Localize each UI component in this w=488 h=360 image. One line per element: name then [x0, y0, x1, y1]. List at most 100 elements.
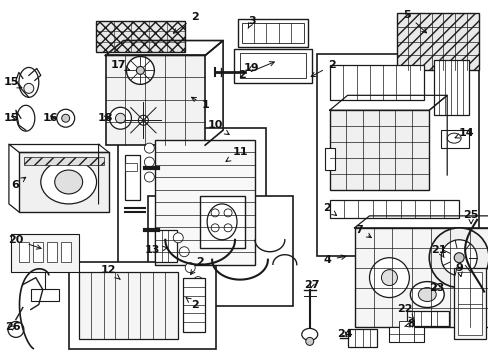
Text: 15: 15 — [3, 77, 22, 88]
Bar — [354, 228, 488, 328]
Bar — [125, 155, 140, 200]
Text: 16: 16 — [43, 113, 59, 123]
Bar — [407, 311, 448, 327]
Text: 2: 2 — [238, 62, 274, 80]
Ellipse shape — [428, 228, 488, 288]
Bar — [433, 60, 468, 115]
Bar — [347, 329, 377, 347]
Bar — [118, 128, 265, 276]
Ellipse shape — [173, 233, 183, 243]
Text: 26: 26 — [5, 323, 20, 332]
Text: 22: 22 — [396, 305, 413, 319]
Text: 25: 25 — [463, 210, 478, 224]
Ellipse shape — [126, 57, 154, 84]
Text: 23: 23 — [428, 283, 444, 293]
Text: 15: 15 — [3, 113, 19, 123]
Ellipse shape — [211, 224, 219, 232]
Bar — [155, 140, 254, 265]
Bar — [453, 268, 485, 339]
Bar — [61, 242, 71, 262]
Text: 10: 10 — [207, 120, 229, 135]
Ellipse shape — [440, 240, 476, 276]
Ellipse shape — [381, 270, 397, 285]
Text: 2: 2 — [190, 257, 203, 275]
Text: 8: 8 — [404, 319, 414, 329]
Bar — [238, 19, 307, 46]
Text: 18: 18 — [98, 113, 113, 123]
Ellipse shape — [144, 157, 154, 167]
Bar — [95, 21, 185, 53]
Text: 1: 1 — [191, 97, 208, 110]
Ellipse shape — [211, 209, 219, 217]
Text: 7: 7 — [355, 225, 370, 238]
Ellipse shape — [8, 321, 24, 337]
Bar — [329, 200, 458, 218]
Bar — [24, 157, 103, 165]
Ellipse shape — [447, 133, 460, 143]
Text: 2: 2 — [310, 60, 335, 77]
Ellipse shape — [243, 66, 256, 80]
Text: 17: 17 — [110, 60, 129, 71]
Bar — [329, 110, 428, 190]
Bar — [79, 272, 178, 339]
Ellipse shape — [144, 172, 154, 182]
Text: 24: 24 — [336, 329, 352, 339]
Ellipse shape — [17, 105, 35, 131]
Text: 13: 13 — [144, 245, 167, 255]
Ellipse shape — [462, 276, 478, 287]
Text: 2: 2 — [322, 203, 336, 216]
Bar — [19, 242, 29, 262]
Text: 14: 14 — [454, 128, 473, 138]
Ellipse shape — [301, 328, 317, 340]
Bar — [33, 242, 42, 262]
Bar — [183, 278, 205, 332]
Text: 4: 4 — [323, 255, 345, 265]
Ellipse shape — [185, 263, 195, 273]
Bar — [19, 152, 108, 212]
Ellipse shape — [453, 253, 463, 263]
Ellipse shape — [115, 113, 125, 123]
Bar — [155, 230, 177, 262]
Bar — [125, 163, 137, 171]
Bar — [457, 272, 481, 336]
Text: 11: 11 — [225, 147, 247, 162]
Ellipse shape — [55, 170, 82, 194]
Bar — [240, 54, 305, 78]
Bar — [397, 13, 478, 71]
Text: 6: 6 — [11, 177, 26, 190]
Ellipse shape — [57, 109, 75, 127]
Ellipse shape — [417, 288, 435, 302]
Ellipse shape — [24, 84, 34, 93]
Ellipse shape — [409, 282, 443, 307]
Ellipse shape — [207, 204, 237, 240]
Text: 5: 5 — [403, 10, 426, 33]
Bar — [31, 289, 59, 301]
Bar — [329, 66, 424, 100]
Bar — [316, 54, 478, 256]
Ellipse shape — [305, 337, 313, 345]
Ellipse shape — [136, 67, 144, 75]
Ellipse shape — [19, 67, 39, 97]
Text: 20: 20 — [8, 235, 41, 249]
Text: 12: 12 — [101, 265, 120, 279]
Bar — [148, 196, 292, 306]
Ellipse shape — [144, 143, 154, 153]
Ellipse shape — [138, 115, 148, 125]
Bar — [11, 234, 79, 272]
Bar — [242, 23, 303, 42]
Ellipse shape — [193, 276, 203, 287]
Text: 19: 19 — [244, 63, 259, 73]
Bar — [105, 55, 205, 145]
Bar — [200, 196, 244, 248]
Bar — [47, 242, 57, 262]
Text: 21: 21 — [430, 245, 446, 257]
Ellipse shape — [224, 224, 232, 232]
Ellipse shape — [224, 209, 232, 217]
Ellipse shape — [41, 160, 96, 204]
Ellipse shape — [109, 107, 131, 129]
Bar — [388, 328, 424, 342]
Bar — [440, 130, 468, 148]
Ellipse shape — [61, 114, 69, 122]
Bar — [324, 148, 334, 170]
Text: 2: 2 — [186, 298, 199, 310]
